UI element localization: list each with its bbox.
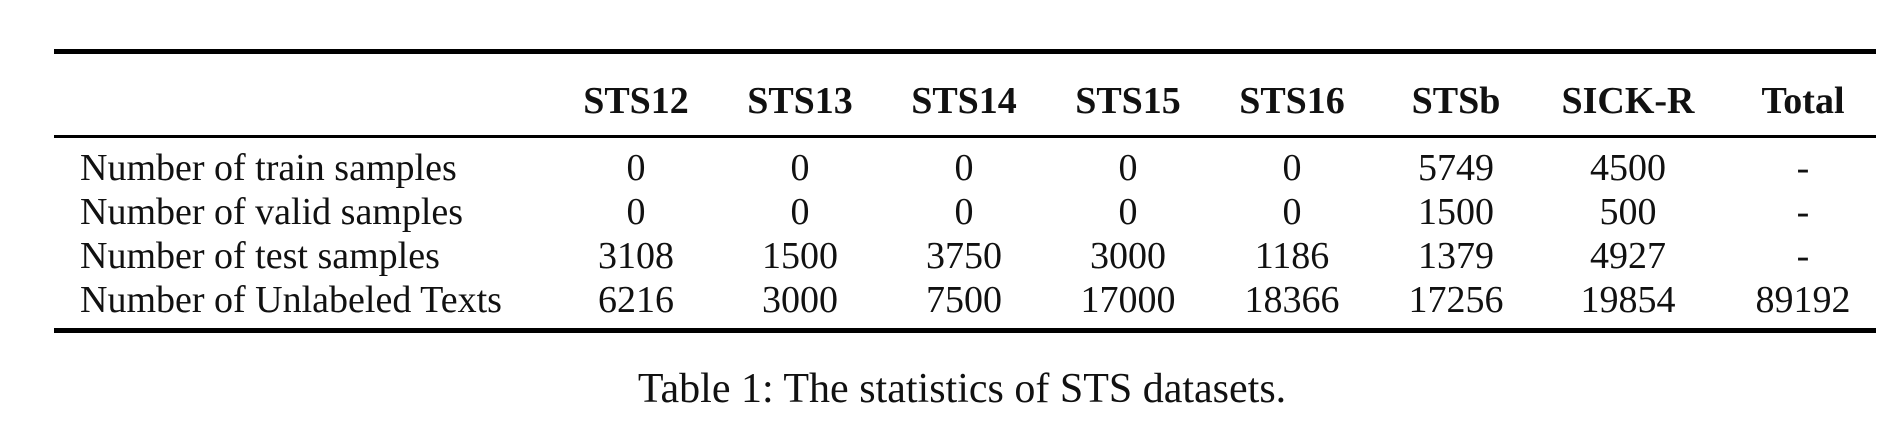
table-cell: 0 (626, 191, 646, 233)
header-row: STS12 STS13 STS14 STS15 STS16 STSb SICK-… (54, 54, 1888, 135)
table-cell: 5749 (1418, 147, 1494, 189)
table-cell: 0 (1282, 191, 1302, 233)
table-cell: 0 (790, 147, 810, 189)
column-header: STS14 (911, 79, 1017, 122)
table-cell: 3000 (762, 279, 838, 321)
sts-statistics-body: Number of train samples 0 0 0 0 0 5749 4… (54, 138, 1888, 328)
statistics-table: STS12 STS13 STS14 STS15 STS16 STSb SICK-… (54, 49, 1876, 333)
header-empty-cell (54, 54, 554, 135)
table-cell: 0 (1118, 147, 1138, 189)
table-cell: 7500 (926, 279, 1002, 321)
table-row: Number of test samples 3108 1500 3750 30… (54, 234, 1888, 278)
bottom-rule (54, 328, 1876, 333)
table-cell: 17256 (1408, 279, 1504, 321)
sts-statistics-table: STS12 STS13 STS14 STS15 STS16 STSb SICK-… (54, 54, 1888, 135)
table-cell: 1186 (1254, 235, 1330, 277)
column-header: STSb (1411, 79, 1501, 122)
table-row: Number of train samples 0 0 0 0 0 5749 4… (54, 138, 1888, 190)
table-cell: 3000 (1090, 235, 1166, 277)
mid-rule (54, 135, 1876, 138)
column-header: STS16 (1239, 79, 1345, 122)
row-label: Number of test samples (80, 235, 440, 277)
table-cell: 6216 (598, 279, 674, 321)
table-cell: 1500 (1418, 191, 1494, 233)
table-cell: 0 (1118, 191, 1138, 233)
table-cell: 0 (954, 191, 974, 233)
row-label: Number of valid samples (80, 191, 464, 233)
table-cell: 0 (626, 147, 646, 189)
column-header: STS13 (747, 79, 853, 122)
column-header: SICK-R (1561, 79, 1695, 122)
column-header: Total (1761, 79, 1845, 122)
table-cell: 3108 (598, 235, 674, 277)
table-cell: 0 (790, 191, 810, 233)
table-cell: 500 (1599, 191, 1657, 233)
table-caption: Table 1: The statistics of STS datasets. (637, 366, 1287, 412)
table-cell: 4500 (1590, 147, 1666, 189)
table-cell: - (1796, 191, 1810, 233)
table-cell: 0 (1282, 147, 1302, 189)
table-cell: 89192 (1755, 279, 1851, 321)
top-rule (54, 49, 1876, 54)
table-cell: 1379 (1418, 235, 1494, 277)
column-header: STS12 (583, 79, 689, 122)
table-cell: 0 (954, 147, 974, 189)
row-label: Number of train samples (80, 147, 457, 189)
table-cell: 18366 (1244, 279, 1340, 321)
table-cell: - (1796, 235, 1810, 277)
table-cell: 1500 (762, 235, 838, 277)
table-cell: 4927 (1590, 235, 1666, 277)
table-cell: 3750 (926, 235, 1002, 277)
table-cell: 19854 (1580, 279, 1676, 321)
column-header: STS15 (1075, 79, 1181, 122)
table-cell: 17000 (1080, 279, 1176, 321)
table-row: Number of Unlabeled Texts 6216 3000 7500… (54, 278, 1888, 328)
row-label: Number of Unlabeled Texts (80, 279, 502, 321)
table-row: Number of valid samples 0 0 0 0 0 1500 5… (54, 190, 1888, 234)
table-cell: - (1796, 147, 1810, 189)
